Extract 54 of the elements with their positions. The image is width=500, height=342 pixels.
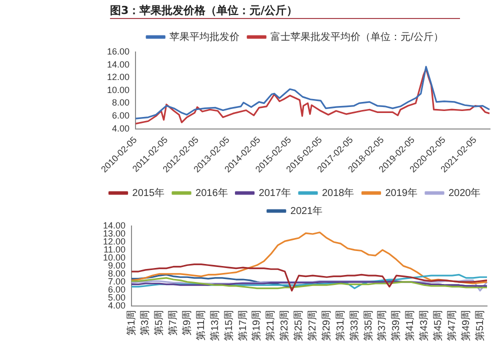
x-tick-label: 第3周 bbox=[139, 310, 152, 336]
legend-label: 2016年 bbox=[196, 186, 228, 199]
x-tick-label: 第49周 bbox=[460, 310, 472, 341]
x-tick-label: 第33周 bbox=[348, 310, 360, 341]
y-tick-label: 5.00 bbox=[108, 292, 126, 302]
y-tick-label: 14.00 bbox=[107, 59, 130, 70]
x-tick-label: 第21周 bbox=[264, 310, 277, 341]
legend-label: 2015年 bbox=[132, 186, 165, 199]
y-tick-label: 6.00 bbox=[108, 284, 126, 294]
x-tick-label: 第7周 bbox=[167, 310, 180, 336]
x-tick-label: 第51周 bbox=[474, 310, 486, 341]
y-tick-label: 9.00 bbox=[108, 260, 126, 270]
legend-label: 2021年 bbox=[290, 204, 323, 217]
y-tick-label: 6.00 bbox=[112, 110, 130, 120]
legend-label: 2018年 bbox=[322, 186, 354, 199]
legend-label: 苹果平均批发价 bbox=[170, 30, 240, 43]
chart-title: 图3：苹果批发价格（单位：元/公斤） bbox=[110, 3, 298, 18]
x-tick-label: 第35周 bbox=[362, 310, 374, 341]
x-tick-label: 第39周 bbox=[390, 310, 402, 341]
x-tick-label: 第5周 bbox=[153, 310, 166, 336]
y-tick-label: 12.00 bbox=[107, 72, 130, 82]
y-tick-label: 10.00 bbox=[102, 252, 126, 262]
legend-label: 2017年 bbox=[258, 186, 292, 199]
y-tick-label: 8.00 bbox=[108, 268, 126, 278]
y-tick-label: 10.00 bbox=[107, 84, 130, 95]
y-tick-label: 4.00 bbox=[108, 300, 126, 310]
y-tick-label: 4.00 bbox=[112, 123, 130, 134]
x-tick-label: 第31周 bbox=[334, 310, 346, 341]
y-tick-label: 11.00 bbox=[104, 244, 126, 254]
x-tick-label: 第47周 bbox=[446, 310, 458, 341]
x-tick-label: 第15周 bbox=[222, 310, 235, 341]
x-tick-label: 第45周 bbox=[432, 310, 444, 341]
x-tick-label: 第23周 bbox=[278, 310, 291, 341]
legend-label: 富士苹果批发平均价（单位：元/公斤） bbox=[270, 30, 444, 43]
legend-label: 2020年 bbox=[448, 186, 481, 199]
x-tick-label: 第27周 bbox=[306, 310, 318, 341]
x-tick-label: 第11周 bbox=[194, 310, 207, 340]
y-tick-label: 12.00 bbox=[102, 236, 126, 246]
x-tick-label: 第1周 bbox=[125, 310, 138, 336]
y-tick-label: 7.00 bbox=[108, 276, 126, 286]
x-tick-label: 第9周 bbox=[181, 310, 194, 336]
y-tick-label: 13.00 bbox=[102, 228, 126, 238]
x-tick-label: 第25周 bbox=[292, 310, 305, 341]
x-tick-label: 第37周 bbox=[376, 310, 388, 341]
x-tick-label: 第29周 bbox=[320, 310, 332, 341]
y-tick-label: 8.00 bbox=[112, 98, 130, 108]
x-tick-label: 第13周 bbox=[208, 310, 221, 341]
x-tick-label: 第17周 bbox=[236, 310, 249, 341]
y-tick-label: 14.00 bbox=[102, 220, 126, 230]
legend-label: 2019年 bbox=[385, 186, 418, 199]
x-tick-label: 第19周 bbox=[250, 310, 263, 341]
x-tick-label: 第41周 bbox=[404, 310, 416, 341]
x-tick-label: 第43周 bbox=[418, 310, 430, 341]
y-tick-label: 16.00 bbox=[107, 46, 130, 56]
